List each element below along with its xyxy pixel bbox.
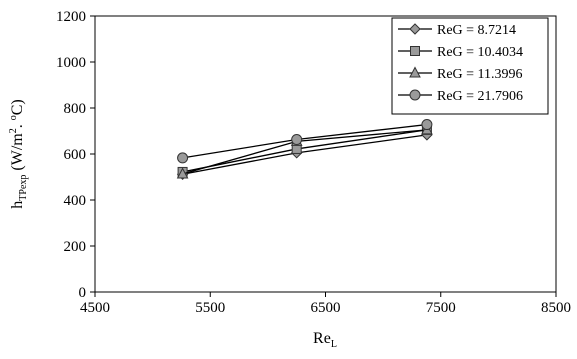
y-tick-label: 0 (79, 285, 87, 301)
y-tick-label: 400 (64, 193, 87, 209)
legend-label: ReG = 21.7906 (437, 89, 523, 104)
legend-label: ReG = 10.4034 (437, 45, 523, 60)
y-tick-label: 1200 (56, 9, 86, 25)
data-point-circle (177, 152, 189, 164)
legend-label: ReG = 8.7214 (437, 23, 516, 38)
y-tick-label: 200 (64, 239, 87, 255)
legend-entry: ReG = 11.3996 (398, 66, 523, 82)
legend-marker-square (410, 46, 420, 56)
legend-marker-diamond (409, 23, 421, 35)
ticks-layer: 4500 5500 6500 7500 8500 0 200 400 600 800 1000 120… (56, 9, 571, 316)
x-tick-label: 4500 (80, 300, 110, 316)
x-tick-label: 8500 (541, 300, 571, 316)
x-tick-label: 7500 (426, 300, 456, 316)
data-point-circle (421, 119, 433, 131)
legend-label: ReG = 11.3996 (437, 67, 523, 82)
y-tick-label: 600 (64, 147, 87, 163)
legend-marker-circle (409, 89, 421, 101)
legend: ReG = 8.7214 ReG = 10.4034 ReG = 11.3996 Re… (391, 17, 549, 115)
legend-entry: ReG = 8.7214 (398, 23, 516, 38)
legend-entry: ReG = 10.4034 (398, 45, 523, 60)
x-tick-label: 5500 (195, 300, 225, 316)
legend-entry: ReG = 21.7906 (398, 89, 523, 104)
y-axis-title: hTPexp (W/m2. oC) (8, 99, 29, 208)
legend-marker-triangle (409, 66, 421, 78)
x-axis-title: ReL (313, 330, 337, 350)
y-tick-label: 1000 (56, 55, 86, 71)
series-layer (176, 119, 433, 180)
x-tick-label: 6500 (311, 300, 341, 316)
data-point-circle (291, 134, 303, 146)
data-point-triangle (176, 167, 189, 179)
y-tick-label: 800 (64, 101, 87, 117)
series-circle (177, 119, 433, 164)
